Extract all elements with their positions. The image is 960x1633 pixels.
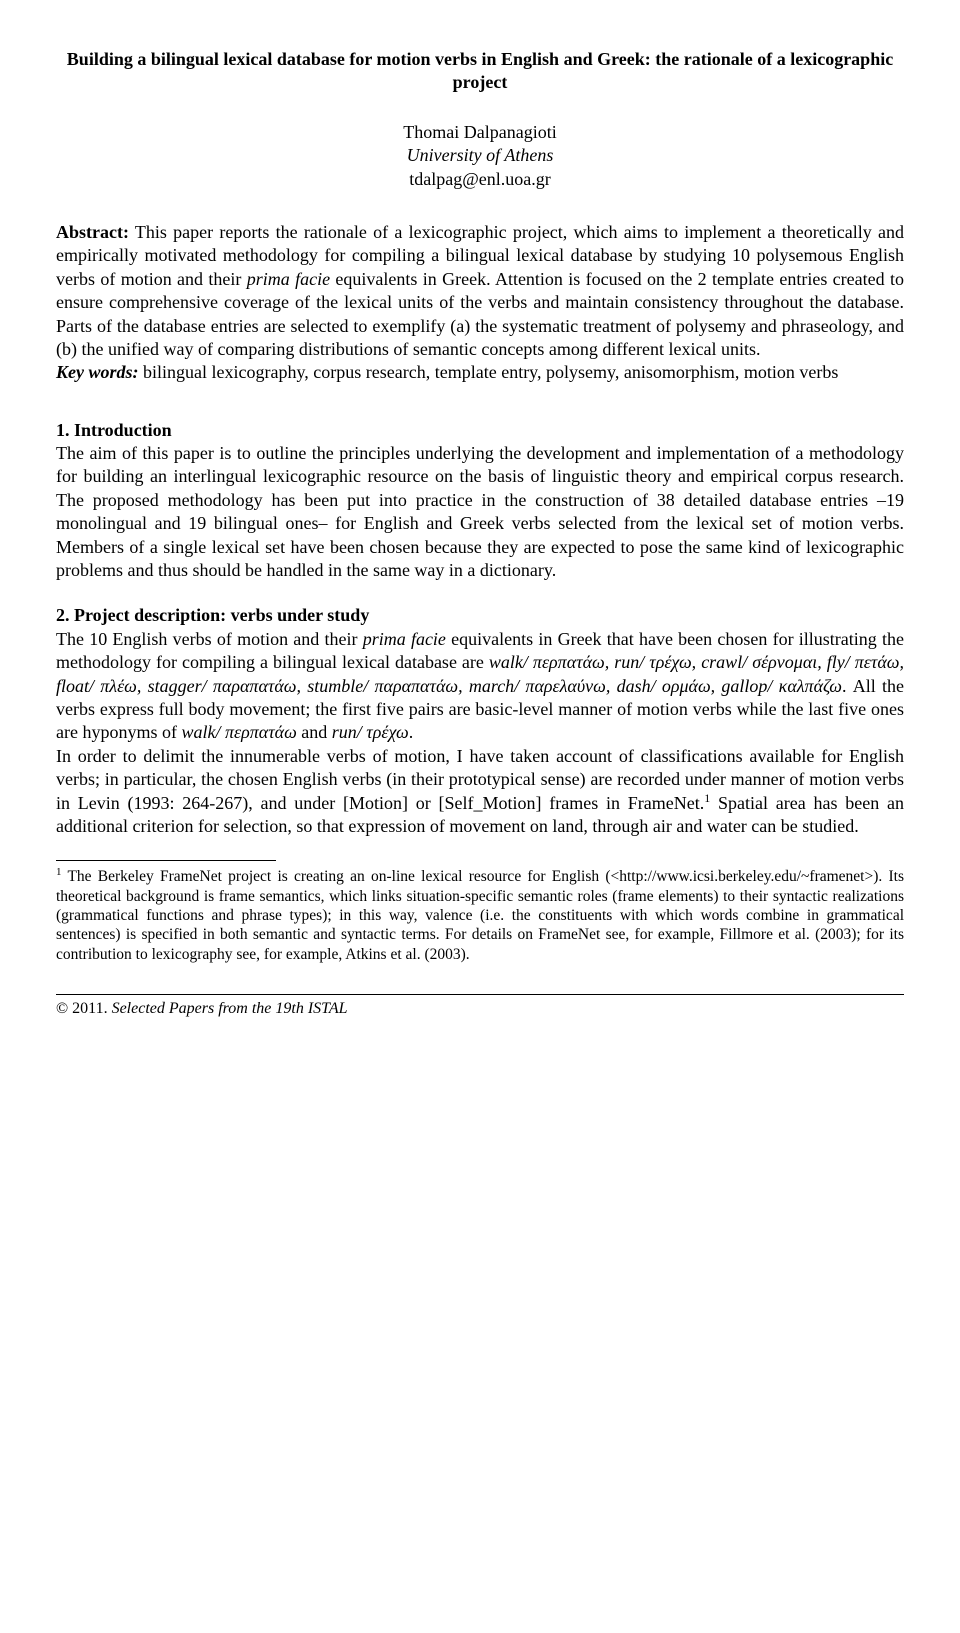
section2-heading: 2. Project description: verbs under stud… — [56, 604, 904, 627]
abstract-emph: prima facie — [247, 269, 330, 289]
footnote-1: 1 The Berkeley FrameNet project is creat… — [56, 867, 904, 964]
author-block: Thomai Dalpanagioti University of Athens… — [56, 121, 904, 191]
author-email: tdalpag@enl.uoa.gr — [56, 168, 904, 191]
abstract-label: Abstract: — [56, 222, 129, 242]
copyright-line: © 2011. Selected Papers from the 19th IS… — [56, 999, 904, 1020]
keywords-line: Key words: bilingual lexicography, corpu… — [56, 361, 904, 384]
section-introduction: 1. Introduction The aim of this paper is… — [56, 419, 904, 583]
copyright-separator — [56, 994, 904, 995]
section2-p1-e: . — [409, 722, 414, 742]
copyright-year: © 2011. — [56, 1000, 108, 1017]
footnote-text: The Berkeley FrameNet project is creatin… — [56, 868, 904, 963]
author-name: Thomai Dalpanagioti — [56, 121, 904, 144]
section1-heading: 1. Introduction — [56, 419, 904, 442]
section1-body: The aim of this paper is to outline the … — [56, 443, 904, 580]
section2-primafacie: prima facie — [363, 629, 446, 649]
section2-p1-a: The 10 English verbs of motion and their — [56, 629, 363, 649]
abstract-block: Abstract: This paper reports the rationa… — [56, 221, 904, 385]
author-affiliation: University of Athens — [56, 144, 904, 167]
keywords-label: Key words: — [56, 362, 139, 382]
section2-hyp1: walk/ περπατάω — [181, 722, 296, 742]
section-project-description: 2. Project description: verbs under stud… — [56, 604, 904, 838]
section2-hyp2: run/ τρέχω — [332, 722, 409, 742]
copyright-source: Selected Papers from the 19th ISTAL — [112, 1000, 348, 1017]
section2-p1-d: and — [297, 722, 332, 742]
footnote-separator — [56, 860, 276, 861]
paper-title: Building a bilingual lexical database fo… — [56, 48, 904, 95]
keywords-text: bilingual lexicography, corpus research,… — [139, 362, 839, 382]
